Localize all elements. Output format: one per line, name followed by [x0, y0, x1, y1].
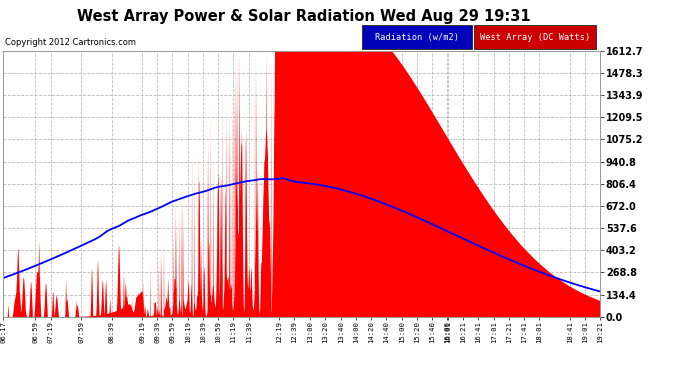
- Text: Radiation (w/m2): Radiation (w/m2): [375, 33, 459, 42]
- Bar: [362, 26, 472, 49]
- Text: Copyright 2012 Cartronics.com: Copyright 2012 Cartronics.com: [5, 38, 136, 46]
- Text: West Array (DC Watts): West Array (DC Watts): [480, 33, 590, 42]
- Text: West Array Power & Solar Radiation Wed Aug 29 19:31: West Array Power & Solar Radiation Wed A…: [77, 9, 531, 24]
- Bar: [474, 26, 596, 49]
